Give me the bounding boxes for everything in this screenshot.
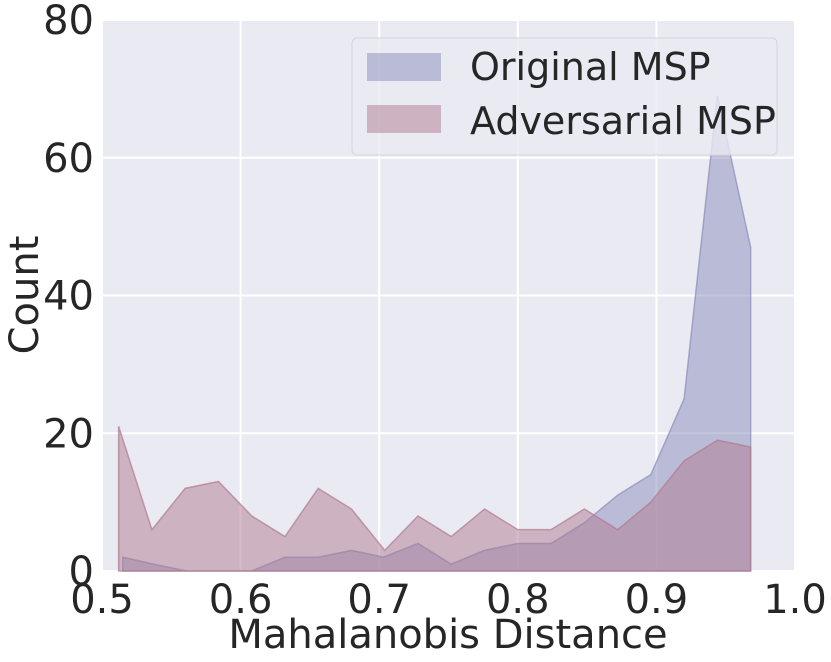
y-tick-label-1: 20	[43, 411, 94, 457]
legend-swatch-original-msp	[367, 53, 441, 81]
y-tick-label-2: 40	[43, 274, 94, 320]
y-tick-labels: 0 20 40 60 80	[43, 0, 94, 595]
x-tick-label-1: 0.6	[209, 577, 273, 623]
series-areas	[117, 95, 752, 572]
y-tick-label-3: 60	[43, 136, 94, 182]
x-tick-label-3: 0.8	[486, 577, 550, 623]
x-tick-label-5: 1.0	[763, 577, 827, 623]
x-tick-label-0: 0.5	[70, 577, 134, 623]
legend-swatch-adversarial-msp	[367, 105, 441, 133]
y-tick-label-0: 0	[69, 549, 94, 595]
y-axis-label: Count	[2, 236, 48, 355]
area-adversarial-msp	[117, 426, 752, 572]
x-axis-label: Mahalanobis Distance	[228, 612, 667, 658]
legend: Original MSP Adversarial MSP	[351, 37, 778, 156]
x-tick-label-2: 0.7	[347, 577, 411, 623]
legend-label-adversarial-msp: Adversarial MSP	[470, 99, 776, 143]
legend-label-original-msp: Original MSP	[470, 45, 711, 89]
x-tick-label-4: 0.9	[625, 577, 689, 623]
y-tick-label-4: 80	[43, 0, 94, 44]
x-tick-labels: 0.5 0.6 0.7 0.8 0.9 1.0	[70, 577, 827, 623]
legend-box	[351, 37, 778, 156]
